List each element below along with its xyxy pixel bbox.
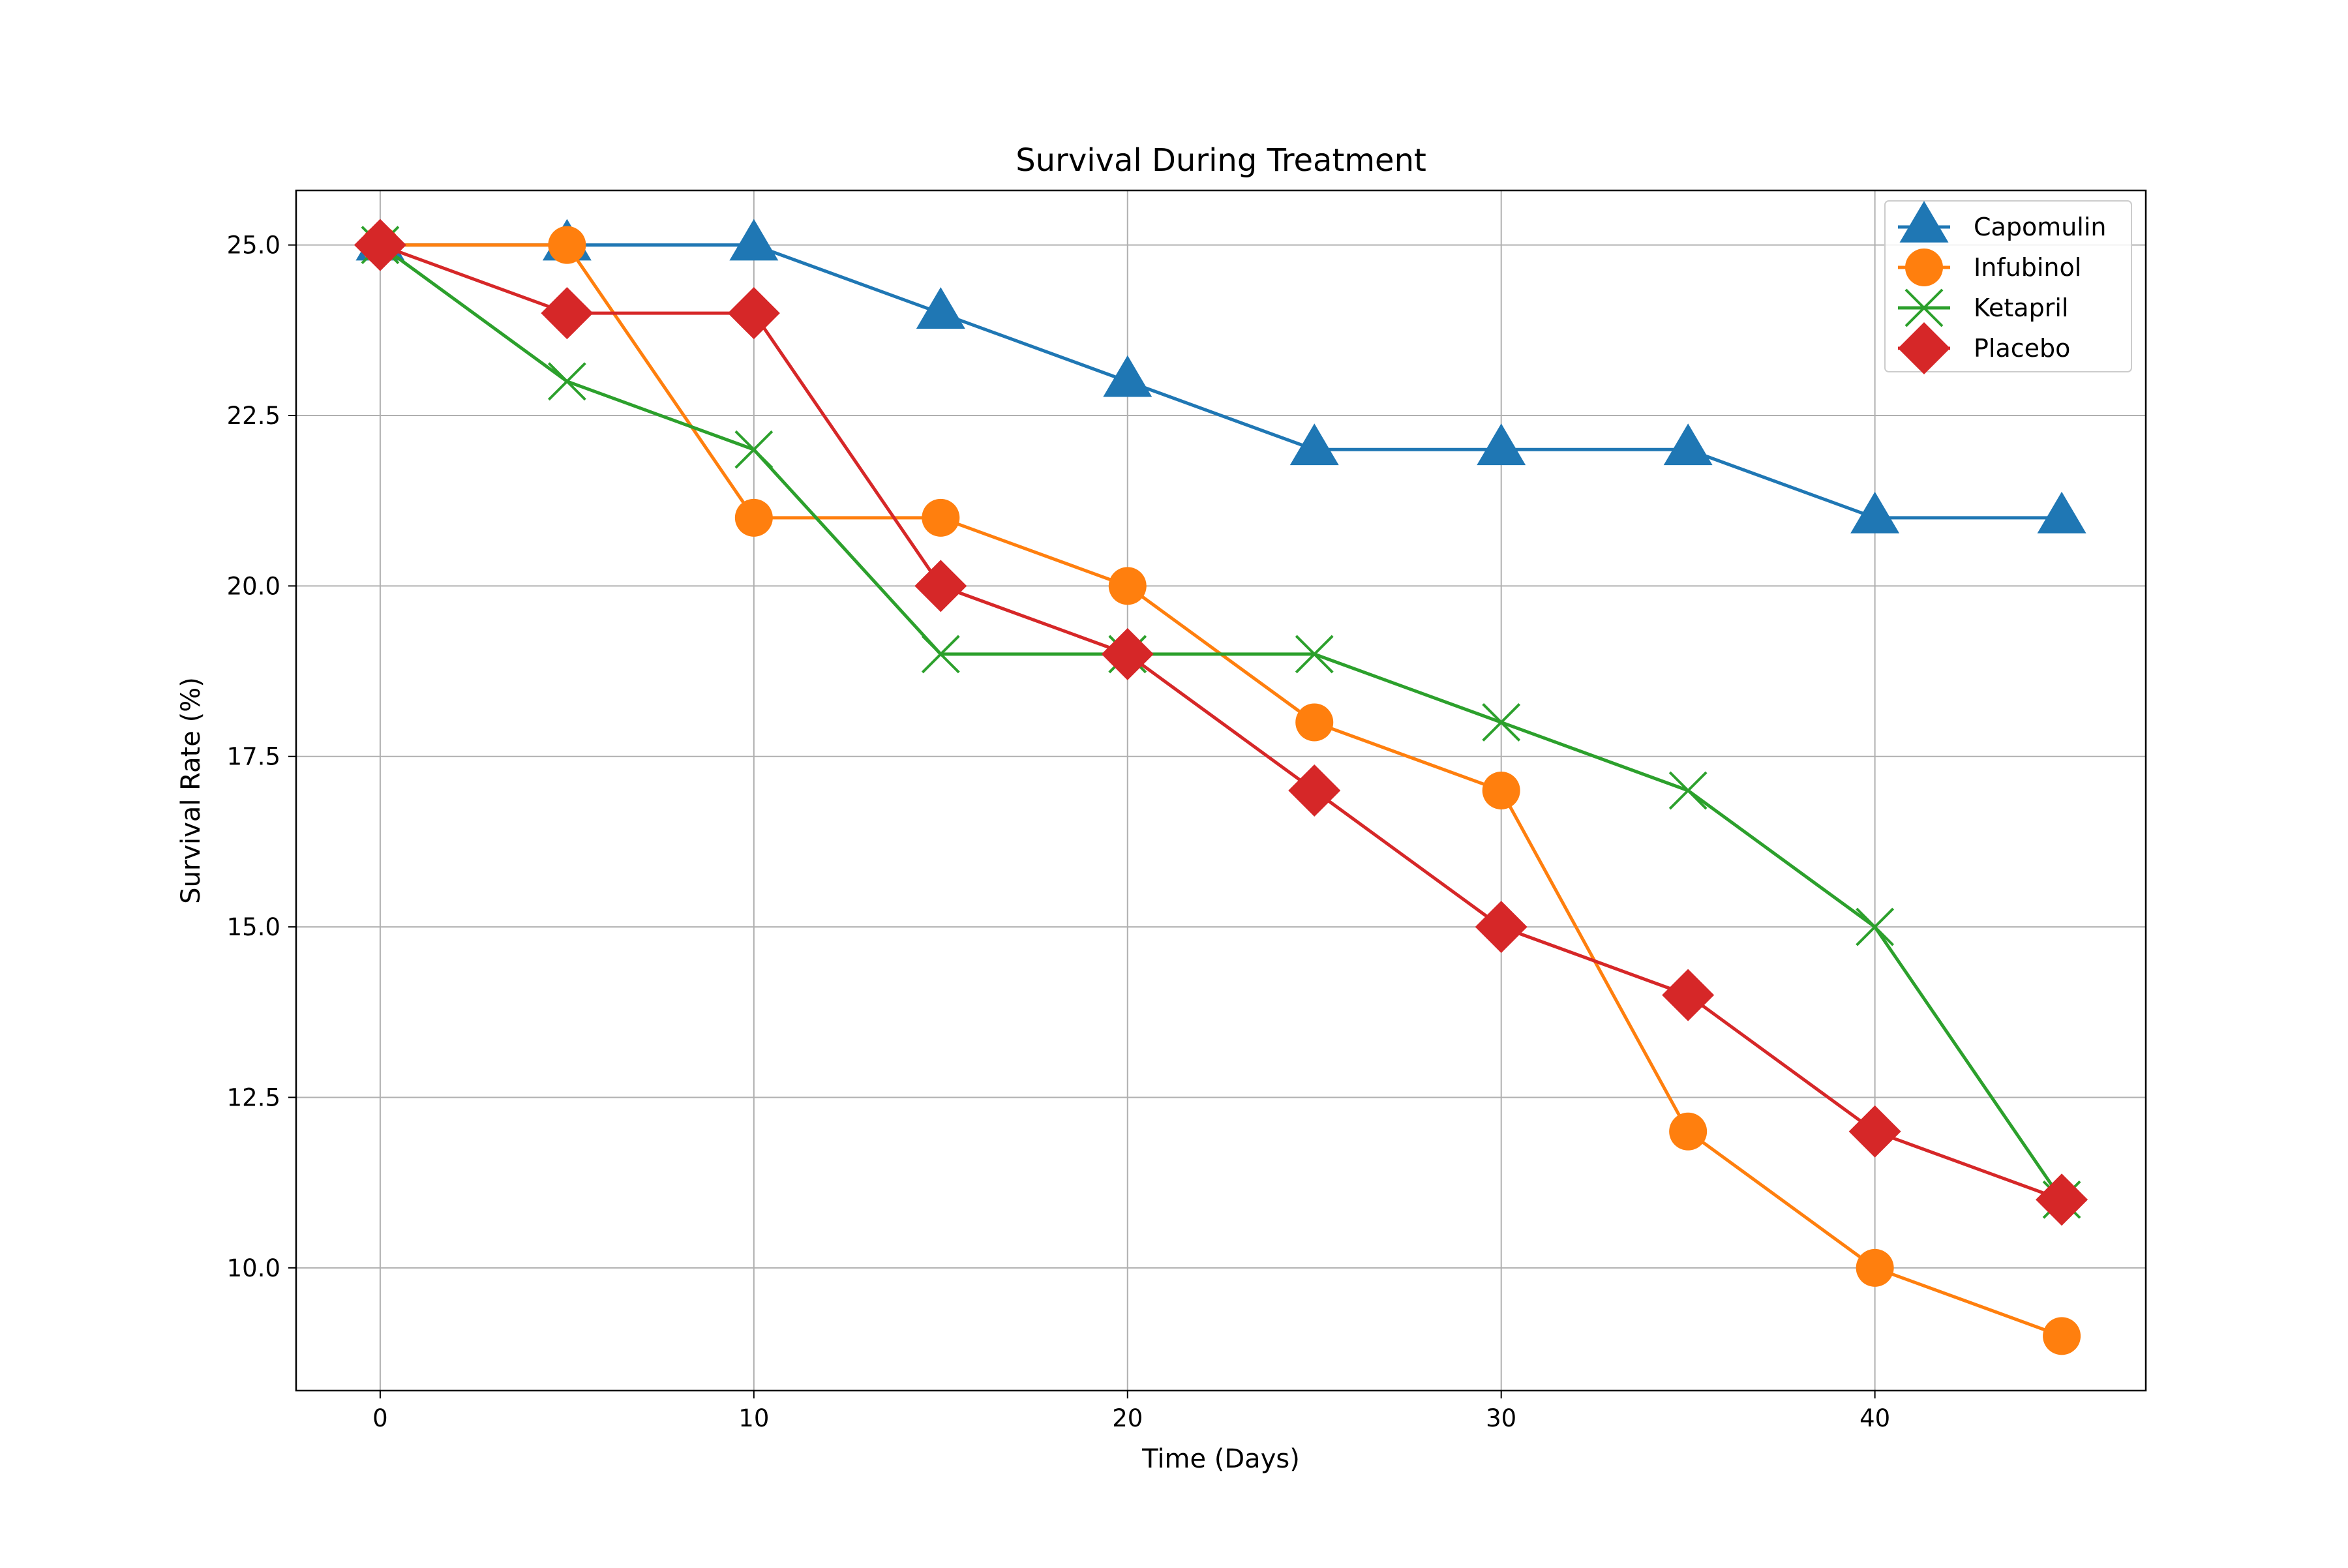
legend-label-capomulin: Capomulin	[1974, 213, 2107, 241]
y-tick-label: 10.0	[227, 1254, 280, 1282]
x-tick-label: 20	[1112, 1404, 1143, 1432]
data-point-placebo	[727, 287, 780, 340]
legend-marker-capomulin	[1899, 201, 1949, 243]
data-point-capomulin	[2037, 491, 2086, 534]
series-placebo	[354, 219, 2088, 1226]
data-point-ketapril	[1295, 635, 1334, 674]
data-point-infubinol	[1669, 1112, 1708, 1151]
data-point-capomulin	[1477, 423, 1526, 466]
data-point-placebo	[541, 287, 594, 340]
data-point-capomulin	[729, 219, 779, 261]
data-point-infubinol	[1482, 772, 1520, 809]
legend-frame	[1884, 200, 2132, 372]
axis-ticks: 0 10 20 30 40 10.0 12.5 15.0 17.5 20.0 22.5 25.0	[227, 232, 1891, 1432]
legend-item-placebo: Placebo	[1898, 322, 2070, 374]
series-line-ketapril	[379, 243, 2064, 1201]
y-tick-label: 17.5	[227, 743, 280, 771]
data-point-capomulin	[1850, 491, 1900, 534]
x-tick-label: 0	[372, 1404, 388, 1432]
legend: Capomulin Infubinol Ketapril Placebo	[1884, 200, 2132, 374]
data-point-placebo	[1288, 764, 1341, 817]
legend-marker-placebo	[1898, 322, 1950, 374]
data-point-capomulin	[916, 287, 965, 329]
plot-series	[354, 219, 2088, 1355]
legend-marker-ketapril	[1904, 288, 1944, 327]
data-point-infubinol	[734, 498, 773, 537]
series-line-placebo	[380, 243, 2062, 1201]
y-axis-label: Survival Rate (%)	[176, 677, 206, 904]
data-point-ketapril	[1482, 703, 1521, 742]
data-point-placebo	[1848, 1105, 1901, 1158]
data-point-placebo	[1662, 969, 1715, 1021]
legend-item-capomulin: Capomulin	[1898, 201, 2107, 243]
legend-label-placebo: Placebo	[1974, 334, 2070, 363]
data-point-ketapril	[1856, 907, 1895, 946]
data-point-ketapril	[547, 362, 586, 401]
y-tick-label: 20.0	[227, 572, 280, 600]
x-tick-label: 30	[1486, 1404, 1516, 1432]
data-point-placebo	[914, 560, 967, 612]
data-point-infubinol	[1856, 1248, 1894, 1287]
plot-frame	[295, 189, 2147, 1392]
data-point-infubinol	[548, 226, 586, 264]
data-point-ketapril	[921, 635, 960, 674]
data-point-infubinol	[1295, 703, 1334, 742]
series-line-capomulin	[380, 243, 2062, 520]
legend-marker-infubinol	[1905, 249, 1943, 286]
data-point-placebo	[354, 219, 406, 271]
data-point-ketapril	[1668, 771, 1708, 810]
data-point-infubinol	[1108, 567, 1147, 605]
legend-label-infubinol: Infubinol	[1974, 253, 2081, 282]
data-point-capomulin	[1103, 355, 1152, 397]
y-tick-label: 12.5	[227, 1083, 280, 1111]
chart-title: Survival During Treatment	[1016, 142, 1426, 179]
data-point-infubinol	[2043, 1317, 2081, 1355]
data-point-infubinol	[922, 498, 960, 537]
data-point-placebo	[1101, 627, 1154, 680]
y-tick-label: 25.0	[227, 232, 280, 260]
data-point-capomulin	[1663, 423, 1713, 466]
x-axis-label: Time (Days)	[1141, 1444, 1300, 1474]
legend-item-ketapril: Ketapril	[1898, 288, 2068, 327]
data-point-placebo	[2036, 1173, 2088, 1226]
y-tick-label: 22.5	[227, 402, 280, 430]
legend-item-infubinol: Infubinol	[1898, 249, 2081, 286]
data-point-ketapril	[734, 430, 774, 469]
y-tick-label: 15.0	[227, 913, 280, 941]
legend-label-ketapril: Ketapril	[1974, 294, 2068, 322]
x-tick-label: 40	[1859, 1404, 1890, 1432]
x-tick-label: 10	[738, 1404, 769, 1432]
data-point-capomulin	[1289, 423, 1339, 466]
data-point-placebo	[1475, 901, 1528, 954]
